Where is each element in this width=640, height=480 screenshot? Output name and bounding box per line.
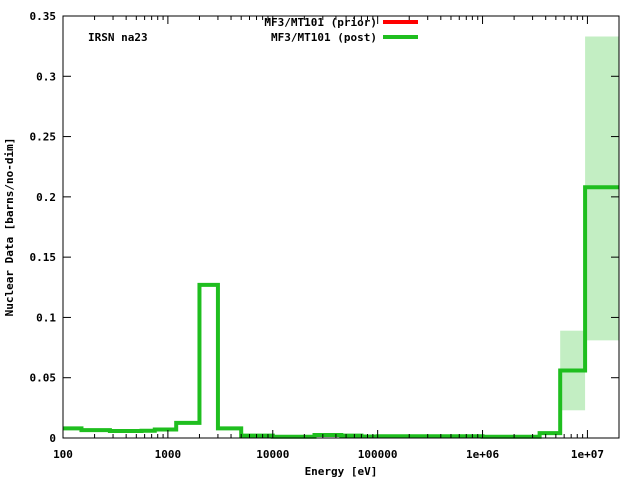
y-axis: 0 0.05 0.1 0.15 0.2 0.25 0.3 0.35 [30, 10, 619, 445]
x-axis-title: Energy [eV] [305, 465, 378, 478]
chart-annotation: IRSN na23 [88, 31, 148, 44]
y-tick-label: 0 [49, 432, 56, 445]
x-tick-label: 1e+06 [466, 448, 499, 461]
y-tick-label: 0.05 [30, 372, 57, 385]
x-tick-label: 1000 [155, 448, 182, 461]
x-tick-label: 100 [53, 448, 73, 461]
x-tick-label: 100000 [358, 448, 398, 461]
x-tick-label: 10000 [256, 448, 289, 461]
y-tick-label: 0.25 [30, 131, 57, 144]
y-tick-label: 0.3 [36, 70, 56, 83]
series-line-post [63, 185, 619, 439]
series-layer [63, 185, 619, 439]
y-axis-title: Nuclear Data [barns/no-dim] [3, 138, 16, 317]
uncertainty-bands [560, 36, 619, 411]
y-tick-label: 0.1 [36, 311, 56, 324]
legend: MF3/MT101 (prior) MF3/MT101 (post) [264, 16, 418, 44]
legend-label-prior: MF3/MT101 (prior) [264, 16, 377, 29]
legend-label-post: MF3/MT101 (post) [271, 31, 377, 44]
y-tick-label: 0.15 [30, 251, 57, 264]
x-tick-label: 1e+07 [571, 448, 604, 461]
y-tick-label: 0.35 [30, 10, 57, 23]
y-tick-label: 0.2 [36, 191, 56, 204]
x-axis: 100 1000 10000 100000 1e+06 1e+07 [53, 16, 604, 461]
plot-frame [62, 15, 620, 439]
